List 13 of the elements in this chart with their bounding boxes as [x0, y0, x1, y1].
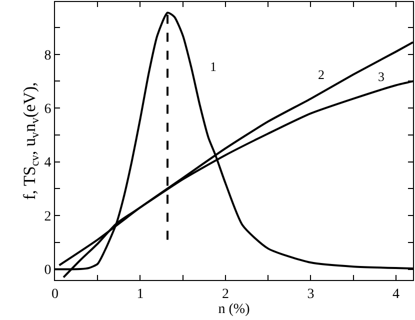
x-tick-label: 2	[222, 286, 229, 302]
legend-label: 3	[378, 69, 384, 84]
x-tick-label: 4	[392, 286, 400, 302]
series-label: 1	[210, 59, 216, 74]
y-tick-label: 4	[44, 156, 52, 171]
series-label: 2	[318, 67, 324, 82]
y-tick-label: 0	[44, 263, 52, 278]
y-tick-label: 2	[44, 209, 52, 224]
x-tick-label: 3	[307, 286, 314, 302]
x-axis-title: n (%)	[218, 302, 250, 318]
y-tick-label: 6	[44, 102, 52, 117]
y-tick-label: 8	[44, 48, 52, 64]
x-tick-label: 1	[136, 286, 144, 302]
